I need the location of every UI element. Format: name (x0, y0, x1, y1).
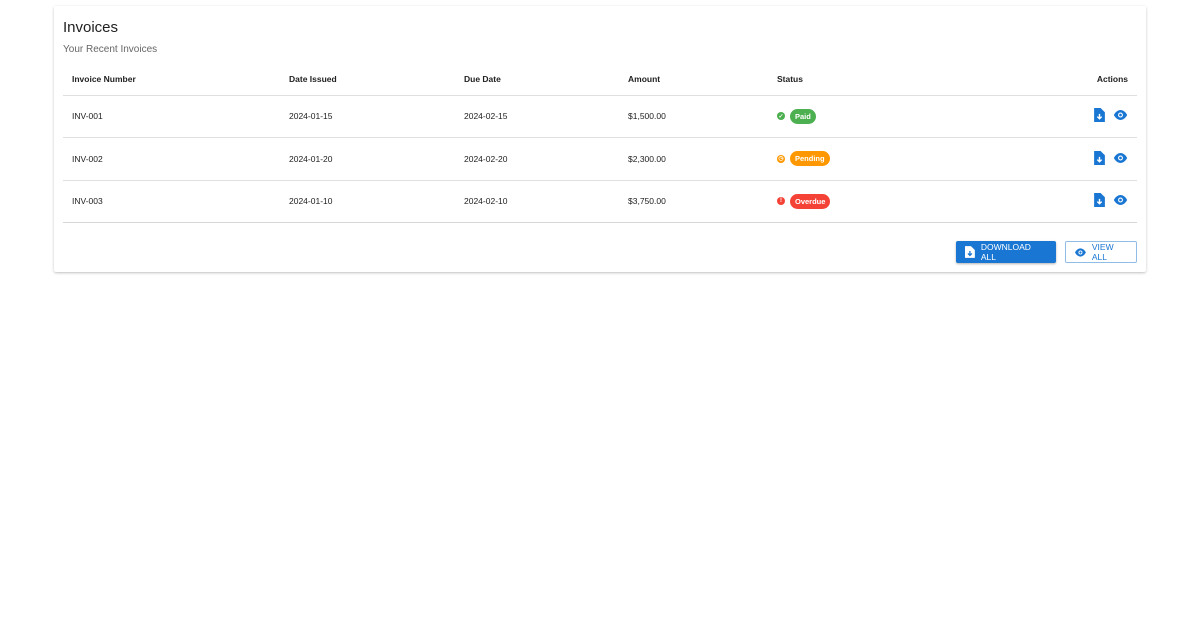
download-icon[interactable] (1094, 150, 1105, 165)
status-badge: Paid (790, 108, 816, 124)
status-badge: Pending (790, 151, 830, 167)
due-date: 2024-02-20 (455, 137, 619, 181)
page-title: Invoices (63, 19, 119, 36)
due-date: 2024-02-10 (455, 180, 619, 223)
invoice-number: INV-001 (63, 95, 280, 138)
table-row: INV-003 2024-01-10 2024-02-10 $3,750.00 … (63, 180, 1137, 223)
status-cell: ✓ Paid (768, 95, 970, 138)
card-subtitle: Your Recent Invoices (63, 44, 158, 55)
clock-icon: ◷ (777, 154, 785, 163)
check-circle-icon: ✓ (777, 112, 785, 121)
download-icon[interactable] (1094, 193, 1105, 208)
download-icon[interactable] (1094, 108, 1105, 123)
invoice-number: INV-002 (63, 137, 280, 181)
invoice-number: INV-003 (63, 180, 280, 223)
due-date: 2024-02-15 (455, 95, 619, 138)
view-icon[interactable] (1113, 110, 1128, 121)
table-row: INV-002 2024-01-20 2024-02-20 $2,300.00 … (63, 137, 1137, 181)
amount: $2,300.00 (619, 137, 768, 181)
view-icon[interactable] (1113, 195, 1128, 206)
view-all-button[interactable]: VIEW ALL (1065, 241, 1137, 263)
header-actions: Actions (969, 64, 1137, 96)
download-all-button[interactable]: DOWNLOAD ALL (956, 241, 1056, 263)
view-icon[interactable] (1113, 152, 1128, 163)
eye-icon (1075, 247, 1086, 257)
table-row: INV-001 2024-01-15 2024-02-15 $1,500.00 … (63, 95, 1137, 138)
header-due-date: Due Date (455, 64, 619, 96)
date-issued: 2024-01-15 (280, 95, 455, 138)
date-issued: 2024-01-20 (280, 137, 455, 181)
view-all-label: VIEW ALL (1091, 242, 1114, 262)
error-icon: ! (777, 197, 785, 206)
table-header: Invoice Number Date Issued Due Date Amou… (63, 64, 1137, 96)
status-cell: ◷ Pending (768, 137, 970, 181)
header-amount: Amount (619, 64, 768, 96)
status-badge: Overdue (790, 193, 831, 209)
actions-cell (969, 137, 1137, 181)
actions-cell (969, 180, 1137, 223)
amount: $3,750.00 (619, 180, 768, 223)
download-all-label: DOWNLOAD ALL (980, 242, 1031, 262)
actions-cell (969, 95, 1137, 138)
status-cell: ! Overdue (768, 180, 970, 223)
header-status: Status (768, 64, 970, 96)
invoices-card: Invoices Your Recent Invoices Invoice Nu… (54, 6, 1146, 272)
invoices-table: Invoice Number Date Issued Due Date Amou… (63, 64, 1137, 223)
header-date-issued: Date Issued (280, 64, 455, 96)
file-download-icon (965, 246, 975, 258)
amount: $1,500.00 (619, 95, 768, 138)
header-invoice-number: Invoice Number (63, 64, 280, 96)
date-issued: 2024-01-10 (280, 180, 455, 223)
